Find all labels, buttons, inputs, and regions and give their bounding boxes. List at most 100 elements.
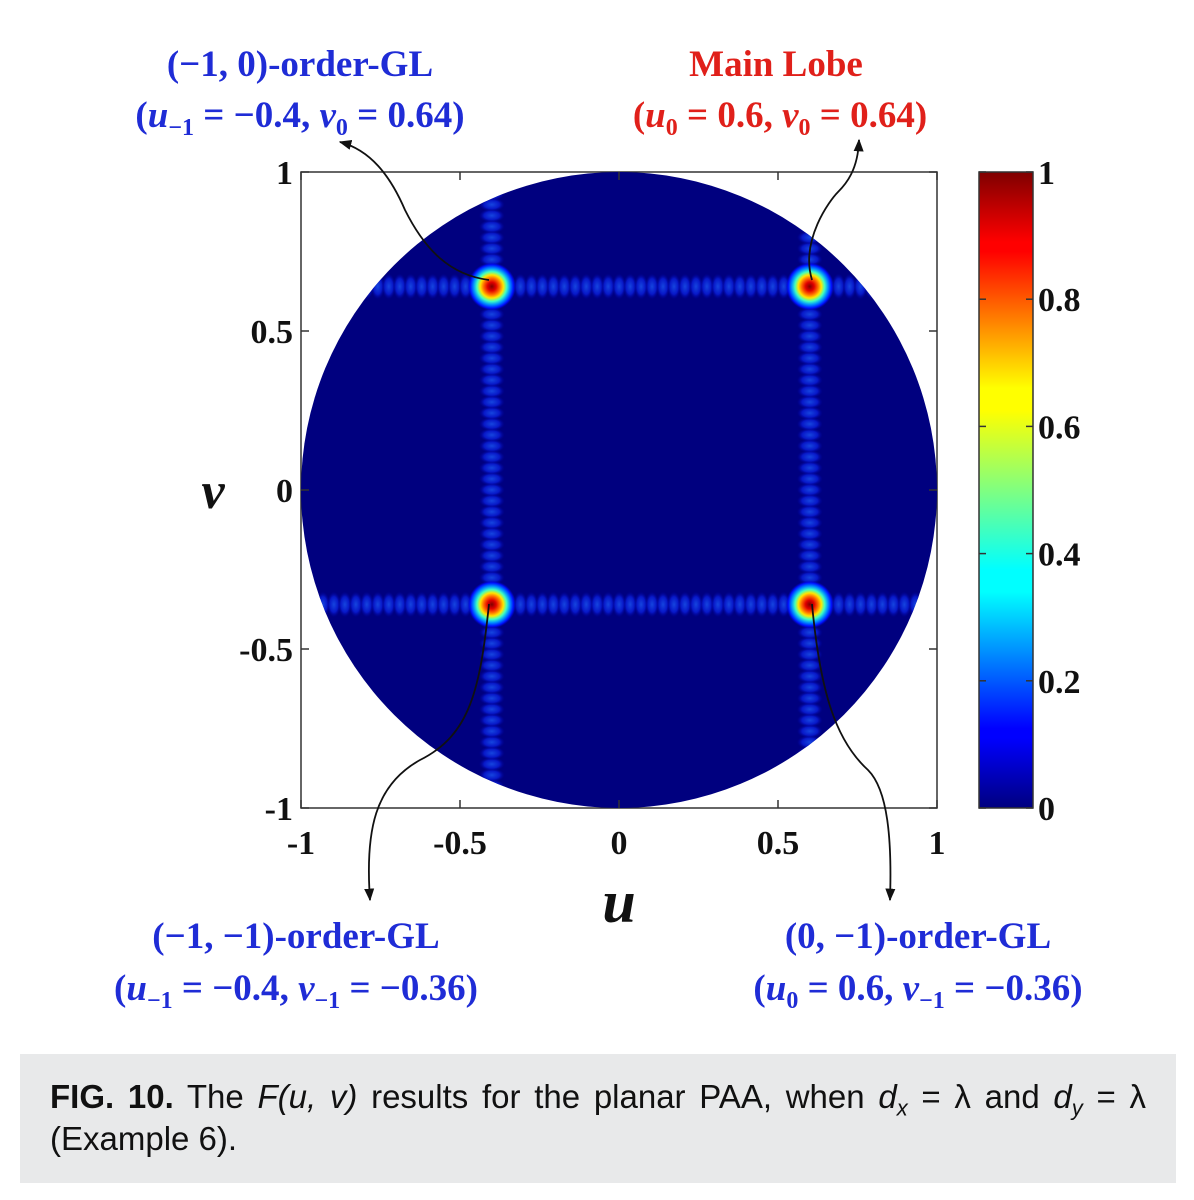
sidelobe-mark	[796, 329, 823, 344]
sidelobe-mark	[656, 273, 671, 300]
sidelobe-mark	[796, 460, 823, 475]
caption-dy: d	[1053, 1078, 1072, 1115]
x-tick-label: 0.5	[757, 825, 800, 862]
y-axis: 1 0.5 0 -0.5 -1	[239, 155, 937, 828]
sidelobe-mark	[348, 591, 363, 618]
caption-text-1: The	[186, 1078, 244, 1115]
sidelobe-mark	[796, 493, 823, 508]
sidelobe-mark	[688, 273, 703, 300]
sidelobe-mark	[601, 273, 616, 300]
sidelobe-mark	[623, 273, 638, 300]
y-tick-label: 0.5	[251, 314, 294, 351]
sidelobe-mark	[478, 537, 505, 552]
sidelobe-mark	[796, 384, 823, 399]
sidelobe-mark	[601, 591, 616, 618]
colorbar-tick-label: 0	[1038, 791, 1055, 828]
peak-mark-2	[467, 580, 516, 629]
sidelobe-mark	[796, 482, 823, 497]
sidelobe-mark	[478, 735, 505, 750]
sidelobe-mark	[765, 591, 780, 618]
annotation-main-lobe-coords: (u0 = 0.6, v0 = 0.64)	[633, 95, 927, 141]
sidelobe-mark	[478, 460, 505, 475]
annotation-main-lobe-title: Main Lobe	[689, 44, 863, 85]
sidelobe-mark	[478, 252, 505, 267]
annotation-gl-m1-m1-coords: (u−1 = −0.4, v−1 = −0.36)	[114, 968, 478, 1014]
sidelobe-mark	[796, 669, 823, 684]
sidelobe-mark	[897, 591, 912, 618]
sidelobe-mark	[796, 724, 823, 739]
sidelobe-mark	[478, 702, 505, 717]
sidelobe-mark	[796, 340, 823, 355]
sidelobe-mark	[478, 438, 505, 453]
sidelobe-mark	[478, 680, 505, 695]
sidelobe-mark	[478, 219, 505, 234]
sidelobe-mark	[359, 591, 374, 618]
y-tick-label: 0	[276, 473, 293, 510]
sidelobe-mark	[796, 406, 823, 421]
sidelobe-mark	[796, 395, 823, 410]
caption-label: FIG. 10.	[50, 1078, 174, 1115]
sidelobe-mark	[568, 273, 583, 300]
sidelobe-mark	[478, 395, 505, 410]
annotation-gl-0-m1-coords: (u0 = 0.6, v−1 = −0.36)	[753, 968, 1082, 1014]
x-tick-label: -1	[287, 825, 315, 862]
sidelobe-mark	[796, 537, 823, 552]
sidelobe-mark	[796, 702, 823, 717]
sidelobe-mark	[513, 273, 528, 300]
sidelobe-mark	[478, 570, 505, 585]
sidelobe-mark	[677, 273, 692, 300]
sidelobe-mark	[478, 241, 505, 256]
sidelobe-mark	[478, 647, 505, 662]
sidelobe-mark	[765, 273, 780, 300]
sidelobe-mark	[743, 273, 758, 300]
sidelobe-mark	[478, 307, 505, 322]
sidelobe-mark	[796, 438, 823, 453]
sidelobe-mark	[796, 515, 823, 530]
sidelobe-mark	[326, 591, 341, 618]
sidelobe-mark	[645, 591, 660, 618]
sidelobe-mark	[447, 273, 462, 300]
sidelobe-mark	[478, 406, 505, 421]
annotation-gl-m1-0: (−1, 0)-order-GL (u−1 = −0.4, v0 = 0.64)	[135, 44, 464, 141]
sidelobe-mark	[796, 680, 823, 695]
caption-eq-1: = λ	[921, 1078, 971, 1115]
sidelobe-mark	[796, 504, 823, 519]
caption-dx: d	[878, 1078, 897, 1115]
sidelobe-mark	[478, 427, 505, 442]
sidelobe-mark	[796, 362, 823, 377]
sidelobe-mark	[667, 591, 682, 618]
sidelobe-mark	[403, 591, 418, 618]
y-tick-label: -0.5	[239, 632, 293, 669]
colorbar-tick-label: 0.6	[1038, 409, 1081, 446]
sidelobe-mark	[721, 273, 736, 300]
sidelobe-mark	[796, 471, 823, 486]
sidelobe-mark	[796, 417, 823, 432]
sidelobe-mark	[796, 318, 823, 333]
y-tick-label: 1	[276, 155, 293, 192]
sidelobe-mark	[796, 427, 823, 442]
annotation-gl-0-m1: (0, −1)-order-GL (u0 = 0.6, v−1 = −0.36)	[753, 916, 1082, 1014]
sidelobe-mark	[478, 471, 505, 486]
sidelobe-mark	[732, 273, 747, 300]
colorbar-tick-label: 0.4	[1038, 537, 1081, 574]
sidelobe-mark	[337, 591, 352, 618]
caption-dy-sub: y	[1071, 1095, 1083, 1121]
sidelobe-mark	[478, 230, 505, 245]
sidelobe-mark	[796, 307, 823, 322]
sidelobe-mark	[796, 570, 823, 585]
sidelobe-mark	[656, 591, 671, 618]
figure: -1 -0.5 0 0.5 1 1 0.5 0 -0.5 -1 u v 1 0.8 0.6 0.4 0.…	[114, 44, 1083, 1014]
figure-caption: FIG. 10. The F(u, v) results for the pla…	[20, 1054, 1176, 1183]
sidelobe-mark	[478, 362, 505, 377]
peak-layer	[467, 262, 834, 629]
sidelobe-mark	[478, 515, 505, 530]
sidelobe-mark	[546, 591, 561, 618]
caption-eq-2: = λ	[1096, 1078, 1147, 1115]
sidelobe-mark	[645, 273, 660, 300]
sidelobe-mark	[436, 273, 451, 300]
sidelobe-mark	[392, 591, 407, 618]
sidelobe-mark	[478, 482, 505, 497]
sidelobe-mark	[392, 273, 407, 300]
sidelobe-mark	[710, 273, 725, 300]
sidelobe-mark	[381, 273, 396, 300]
